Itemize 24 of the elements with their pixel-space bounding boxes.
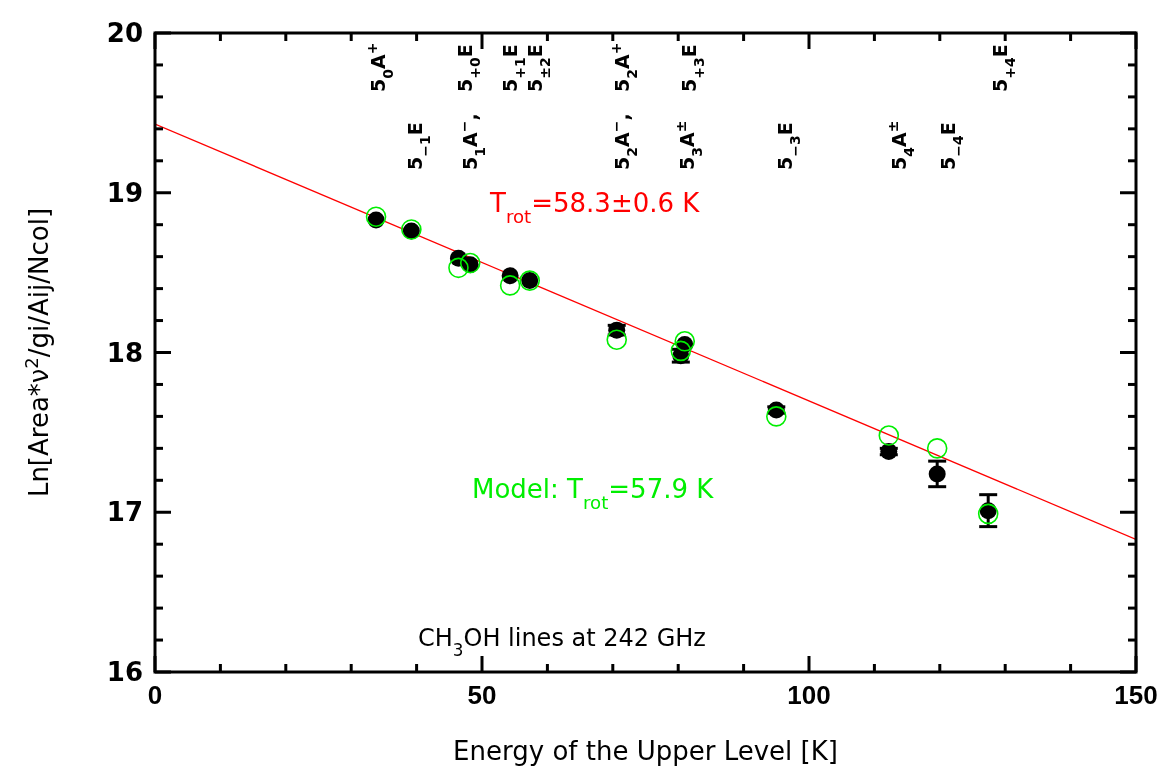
point xyxy=(606,329,628,351)
point xyxy=(448,257,469,279)
point xyxy=(977,503,999,525)
x-tick-label: 0 xyxy=(147,680,163,710)
point xyxy=(766,406,787,427)
annotation: Model: T$_{rot}$=57.9 K xyxy=(472,474,715,513)
point xyxy=(878,425,900,446)
y-tick-label: 19 xyxy=(106,177,143,208)
annotation: T$_{rot}$=58.3±0.6 K xyxy=(489,188,701,227)
x-tick-label: 50 xyxy=(467,680,497,710)
y-tick-label: 18 xyxy=(106,337,143,368)
y-tick-label: 17 xyxy=(106,497,143,528)
point xyxy=(926,438,948,459)
point xyxy=(499,275,521,296)
point xyxy=(365,206,387,228)
y-tick-label: 20 xyxy=(106,18,143,49)
y-tick-label: 16 xyxy=(106,657,143,688)
x-tick-label: 150 xyxy=(1114,680,1158,710)
annotation: CH$_{3}$OH lines at 242 GHz xyxy=(418,624,706,660)
point xyxy=(674,331,696,352)
x-axis-title: Energy of the Upper Level [K] xyxy=(453,736,838,766)
x-tick-label: 100 xyxy=(787,680,831,710)
point xyxy=(670,340,692,362)
point xyxy=(928,465,946,483)
